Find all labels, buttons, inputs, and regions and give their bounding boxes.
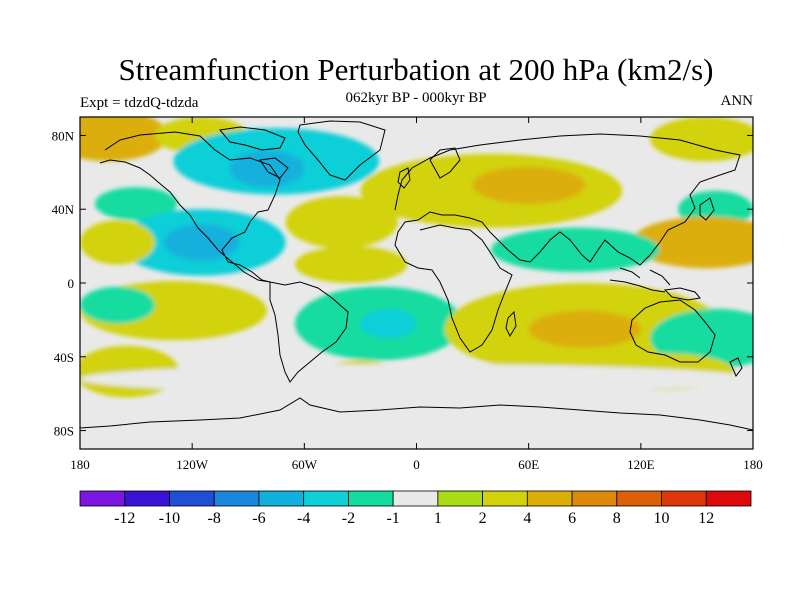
colorbar-label: -12 <box>114 510 135 527</box>
colorbar-swatch <box>392 490 439 507</box>
colorbar-swatch <box>169 490 215 507</box>
colorbar-swatch <box>705 490 752 507</box>
colorbar-swatch <box>482 490 528 507</box>
coastline-south-america <box>269 281 349 383</box>
figure-title: Streamfunction Perturbation at 200 hPa (… <box>119 52 714 87</box>
contour-region <box>631 216 753 269</box>
coastline-britain <box>397 167 411 189</box>
map-panel: 180 120W 60W 0 60E 120E 180 80N 40N 0 40S 80S <box>52 116 763 472</box>
colorbar-label: 2 <box>479 510 487 527</box>
colorbar-label: 10 <box>654 510 670 527</box>
colorbar-label: 12 <box>698 510 714 527</box>
coastline-indonesia <box>609 267 671 293</box>
coastline-japan <box>699 197 715 221</box>
contour-region <box>80 286 155 324</box>
colorbar-swatch <box>124 490 170 507</box>
colorbar-label: 6 <box>568 510 576 527</box>
colorbar-swatch <box>213 490 260 507</box>
lon-tick-label: 120W <box>176 457 209 472</box>
colorbar-swatch <box>347 490 394 507</box>
colorbar-label: -1 <box>386 510 399 527</box>
colorbar-swatch <box>303 490 349 507</box>
colorbar-swatch <box>526 490 573 507</box>
lon-tick-label: 60E <box>518 457 539 472</box>
experiment-label: Expt = tdzdQ-tdzda <box>80 95 199 111</box>
lat-tick-label: 40S <box>54 350 74 365</box>
lon-tick-label: 180 <box>70 457 90 472</box>
map-ticks: 180 120W 60W 0 60E 120E 180 80N 40N 0 40S 80S <box>52 117 763 472</box>
colorbar-swatch <box>79 490 126 507</box>
colorbar-swatch <box>258 490 305 507</box>
contour-region <box>650 117 753 162</box>
colorbar-label: 1 <box>434 510 442 527</box>
coastline-greenland <box>297 120 386 181</box>
lat-tick-label: 40N <box>52 202 75 217</box>
coastline-antarctica <box>80 397 753 431</box>
contour-region <box>528 310 641 348</box>
coastline-scandinavia <box>429 147 461 179</box>
coastline-eurasia-africa <box>394 133 741 353</box>
colorbar-swatch <box>616 490 662 507</box>
lon-tick-label: 0 <box>413 457 420 472</box>
figure-subtitle: 062kyr BP - 000kyr BP <box>345 90 486 106</box>
coastline-canadian-arctic <box>219 126 289 179</box>
colorbar-label: -2 <box>342 510 355 527</box>
contour-region <box>294 246 408 283</box>
coastlines <box>80 120 753 431</box>
coastline-new-guinea <box>663 287 701 301</box>
contour-region <box>94 187 178 221</box>
lon-tick-label: 180 <box>743 457 763 472</box>
contour-region <box>472 166 585 204</box>
contour-field <box>80 117 753 398</box>
colorbar-label: -4 <box>297 510 310 527</box>
colorbar-swatch <box>661 490 707 507</box>
contour-region <box>650 308 753 368</box>
coastline-new-zealand <box>729 357 743 377</box>
coastline-madagascar <box>505 310 517 338</box>
contour-region <box>285 196 398 248</box>
colorbar-label: -8 <box>208 510 221 527</box>
coastline-australia <box>629 299 716 363</box>
lat-tick-label: 0 <box>68 276 75 291</box>
colorbar: -12 -10 -8 -6 -4 -2 -1 1 2 4 6 8 10 12 <box>79 490 752 527</box>
colorbar-label: 8 <box>613 510 621 527</box>
colorbar-swatch <box>437 490 484 507</box>
contour-region <box>360 308 417 339</box>
lon-tick-label: 60W <box>292 457 318 472</box>
coastline-north-america <box>99 131 281 283</box>
lat-tick-label: 80S <box>54 424 74 439</box>
colorbar-label: -6 <box>252 510 265 527</box>
lon-tick-label: 120E <box>627 457 655 472</box>
colorbar-swatch <box>571 490 618 507</box>
lat-tick-label: 80N <box>52 128 75 143</box>
contour-region <box>80 364 753 394</box>
colorbar-label: -10 <box>159 510 180 527</box>
contour-region <box>80 220 155 265</box>
contour-region <box>491 227 660 272</box>
season-label: ANN <box>721 93 754 109</box>
contour-region <box>229 150 305 188</box>
colorbar-label: 4 <box>523 510 531 527</box>
